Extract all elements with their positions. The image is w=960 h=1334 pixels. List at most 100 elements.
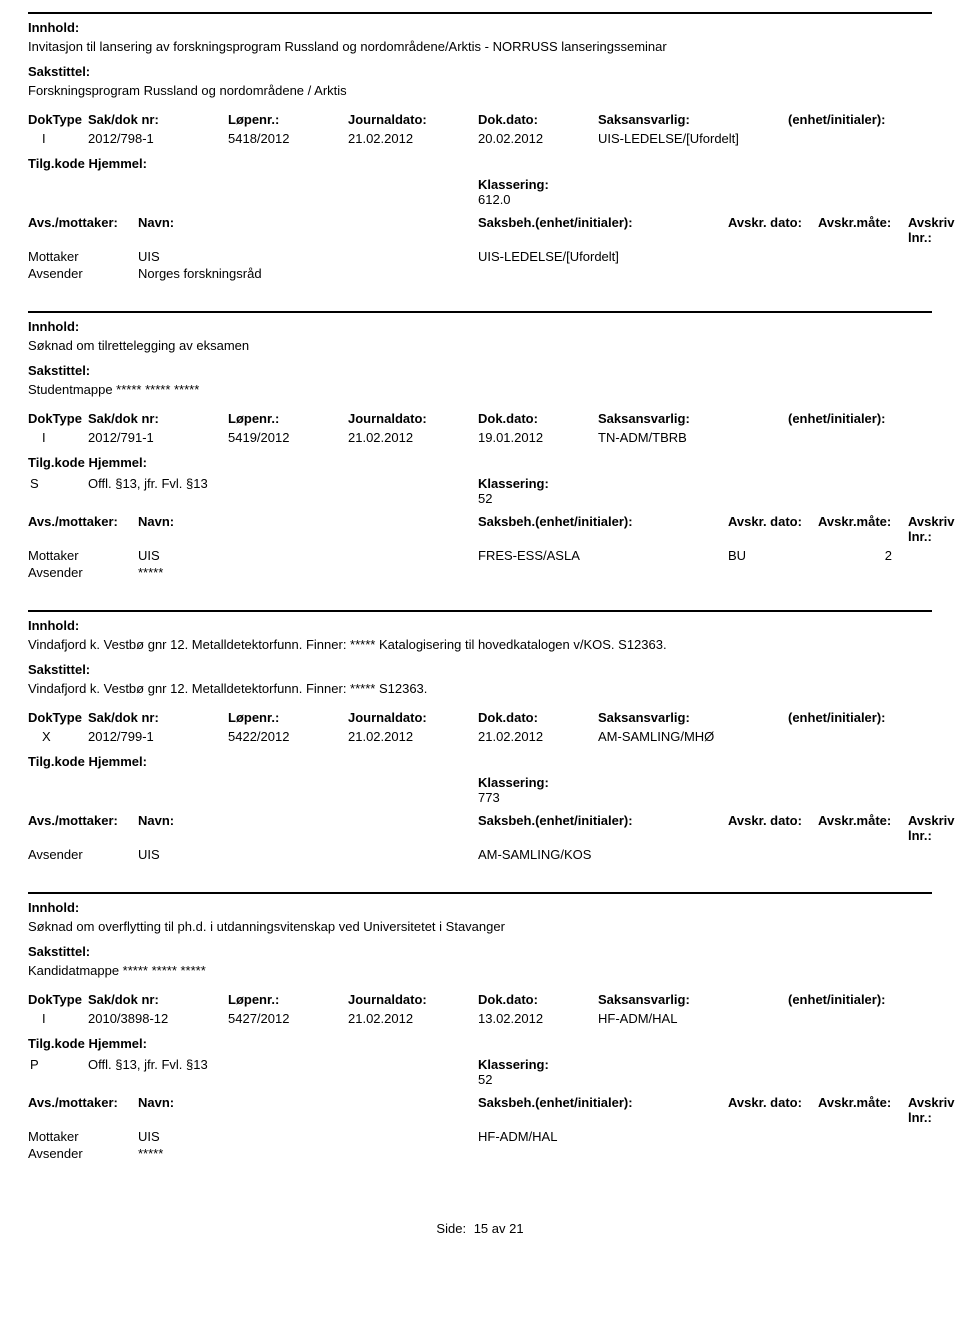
klassering-value: 52 <box>478 1072 549 1087</box>
column-values: I 2010/3898-12 5427/2012 21.02.2012 13.0… <box>28 1011 932 1026</box>
avsender-navn: Norges forskningsråd <box>138 266 478 281</box>
tilg-header: Tilg.kode Hjemmel: <box>28 455 932 470</box>
header-navn: Navn: <box>138 813 478 828</box>
avsender-row: Avsender UIS AM-SAMLING/KOS <box>28 847 932 862</box>
header-saksansvarlig: Saksansvarlig: <box>598 710 788 725</box>
sakstittel-label: Sakstittel: <box>28 64 932 79</box>
header-avskrivlnr: Avskriv lnr.: <box>908 1095 955 1125</box>
sakstittel-label: Sakstittel: <box>28 363 932 378</box>
value-saksansvarlig: HF-ADM/HAL <box>598 1011 788 1026</box>
header-saksbeh: Saksbeh.(enhet/initialer): <box>478 813 728 828</box>
value-saknr: 2010/3898-12 <box>88 1011 228 1026</box>
header-avsmottaker: Avs./mottaker: <box>28 813 138 828</box>
page-footer: Side: 15 av 21 <box>28 1221 932 1236</box>
header-avsmottaker: Avs./mottaker: <box>28 514 138 529</box>
innhold-text: Vindafjord k. Vestbø gnr 12. Metalldetek… <box>28 637 932 652</box>
value-journaldato: 21.02.2012 <box>348 1011 478 1026</box>
column-values: I 2012/798-1 5418/2012 21.02.2012 20.02.… <box>28 131 932 146</box>
header-saksbeh: Saksbeh.(enhet/initialer): <box>478 1095 728 1110</box>
klassering-area: Klassering: 773 <box>28 775 932 805</box>
avsender-label: Avsender <box>28 266 138 281</box>
header-avskrivlnr: Avskriv lnr.: <box>908 813 955 843</box>
avs-headers: Avs./mottaker: Navn: Saksbeh.(enhet/init… <box>28 1095 932 1125</box>
hjemmel-label: Hjemmel: <box>88 156 147 171</box>
column-values: X 2012/799-1 5422/2012 21.02.2012 21.02.… <box>28 729 932 744</box>
sakstittel-text: Kandidatmappe ***** ***** ***** <box>28 963 932 978</box>
avsender-label: Avsender <box>28 1146 138 1161</box>
header-avskrivlnr: Avskriv lnr.: <box>908 215 955 245</box>
value-doktype: I <box>28 430 88 445</box>
hjemmel-code: P <box>28 1057 88 1087</box>
innhold-label: Innhold: <box>28 20 932 35</box>
mottaker-navn: UIS <box>138 548 478 563</box>
tilgkode-label: Tilg.kode <box>28 156 85 171</box>
value-lopenr: 5427/2012 <box>228 1011 348 1026</box>
klassering-area: Klassering: 612.0 <box>28 177 932 207</box>
column-headers: DokType Sak/dok nr: Løpenr.: Journaldato… <box>28 411 932 426</box>
header-journaldato: Journaldato: <box>348 112 478 127</box>
innhold-label: Innhold: <box>28 319 932 334</box>
header-navn: Navn: <box>138 514 478 529</box>
innhold-text: Søknad om overflytting til ph.d. i utdan… <box>28 919 932 934</box>
klassering-value: 773 <box>478 790 549 805</box>
header-doktype: DokType <box>28 112 88 127</box>
innhold-label: Innhold: <box>28 900 932 915</box>
mottaker-row: Mottaker UIS UIS-LEDELSE/[Ufordelt] <box>28 249 932 264</box>
mottaker-saksbeh: FRES-ESS/ASLA <box>478 548 728 563</box>
header-doktype: DokType <box>28 710 88 725</box>
avs-headers: Avs./mottaker: Navn: Saksbeh.(enhet/init… <box>28 215 932 245</box>
value-journaldato: 21.02.2012 <box>348 430 478 445</box>
header-avskrmate: Avskr.måte: <box>818 1095 908 1110</box>
header-saksbeh: Saksbeh.(enhet/initialer): <box>478 514 728 529</box>
header-journaldato: Journaldato: <box>348 710 478 725</box>
header-journaldato: Journaldato: <box>348 411 478 426</box>
header-enhet: (enhet/initialer): <box>788 411 932 426</box>
value-doktype: I <box>28 131 88 146</box>
sakstittel-text: Studentmappe ***** ***** ***** <box>28 382 932 397</box>
tilg-header: Tilg.kode Hjemmel: <box>28 754 932 769</box>
hjemmel-label: Hjemmel: <box>88 1036 147 1051</box>
header-journaldato: Journaldato: <box>348 992 478 1007</box>
header-lopenr: Løpenr.: <box>228 992 348 1007</box>
value-dokdato: 21.02.2012 <box>478 729 598 744</box>
column-headers: DokType Sak/dok nr: Løpenr.: Journaldato… <box>28 112 932 127</box>
header-avskrmate: Avskr.måte: <box>818 514 908 529</box>
header-doktype: DokType <box>28 992 88 1007</box>
header-saknr: Sak/dok nr: <box>88 112 228 127</box>
value-lopenr: 5418/2012 <box>228 131 348 146</box>
value-journaldato: 21.02.2012 <box>348 729 478 744</box>
value-dokdato: 13.02.2012 <box>478 1011 598 1026</box>
hjemmel-text: Offl. §13, jfr. Fvl. §13 <box>88 476 478 506</box>
avs-headers: Avs./mottaker: Navn: Saksbeh.(enhet/init… <box>28 514 932 544</box>
value-lopenr: 5422/2012 <box>228 729 348 744</box>
tilgkode-label: Tilg.kode <box>28 455 85 470</box>
value-lopenr: 5419/2012 <box>228 430 348 445</box>
header-navn: Navn: <box>138 215 478 230</box>
header-avskrdato: Avskr. dato: <box>728 514 818 529</box>
header-dokdato: Dok.dato: <box>478 411 598 426</box>
header-saksansvarlig: Saksansvarlig: <box>598 992 788 1007</box>
klassering-label: Klassering: <box>478 775 549 790</box>
header-saknr: Sak/dok nr: <box>88 710 228 725</box>
journal-entry: Innhold: Søknad om tilrettelegging av ek… <box>28 311 932 610</box>
mottaker-saksbeh: UIS-LEDELSE/[Ufordelt] <box>478 249 728 264</box>
klassering-label: Klassering: <box>478 476 549 491</box>
header-lopenr: Løpenr.: <box>228 710 348 725</box>
innhold-text: Søknad om tilrettelegging av eksamen <box>28 338 932 353</box>
avsender-saksbeh: AM-SAMLING/KOS <box>478 847 728 862</box>
mottaker-label: Mottaker <box>28 1129 138 1144</box>
header-avskrdato: Avskr. dato: <box>728 215 818 230</box>
value-doktype: X <box>28 729 88 744</box>
hjemmel-text: Offl. §13, jfr. Fvl. §13 <box>88 1057 478 1087</box>
value-saksansvarlig: UIS-LEDELSE/[Ufordelt] <box>598 131 788 146</box>
header-dokdato: Dok.dato: <box>478 112 598 127</box>
avsender-navn: ***** <box>138 1146 478 1161</box>
column-values: I 2012/791-1 5419/2012 21.02.2012 19.01.… <box>28 430 932 445</box>
header-lopenr: Løpenr.: <box>228 411 348 426</box>
column-headers: DokType Sak/dok nr: Løpenr.: Journaldato… <box>28 710 932 725</box>
value-saknr: 2012/799-1 <box>88 729 228 744</box>
mottaker-label: Mottaker <box>28 249 138 264</box>
journal-entry: Innhold: Vindafjord k. Vestbø gnr 12. Me… <box>28 610 932 892</box>
avsender-row: Avsender ***** <box>28 565 932 580</box>
avsender-navn: ***** <box>138 565 478 580</box>
